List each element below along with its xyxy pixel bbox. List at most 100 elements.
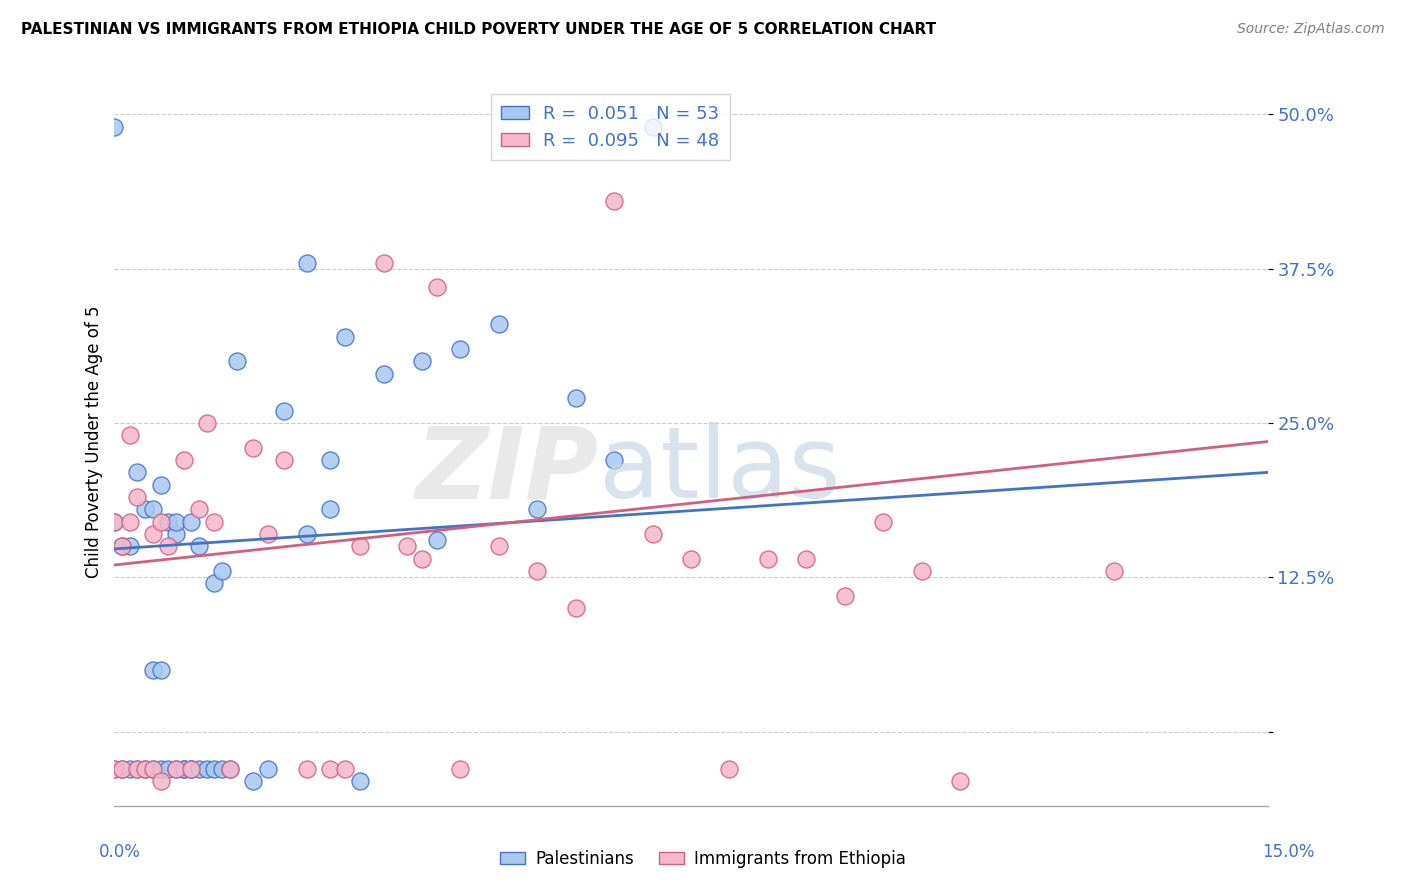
Point — [949, 774, 972, 789]
Point — [295, 762, 318, 776]
Text: 0.0%: 0.0% — [98, 843, 141, 861]
Point — [395, 540, 418, 554]
Point — [103, 762, 125, 776]
Legend: R =  0.051   N = 53, R =  0.095   N = 48: R = 0.051 N = 53, R = 0.095 N = 48 — [491, 94, 730, 161]
Point — [103, 762, 125, 776]
Point — [218, 762, 240, 776]
Y-axis label: Child Poverty Under the Age of 5: Child Poverty Under the Age of 5 — [86, 305, 103, 578]
Point — [796, 551, 818, 566]
Point — [188, 762, 211, 776]
Point — [149, 762, 172, 776]
Point — [641, 120, 664, 134]
Point — [165, 527, 187, 541]
Point — [449, 342, 471, 356]
Point — [165, 515, 187, 529]
Point — [242, 441, 264, 455]
Point — [411, 354, 433, 368]
Text: PALESTINIAN VS IMMIGRANTS FROM ETHIOPIA CHILD POVERTY UNDER THE AGE OF 5 CORRELA: PALESTINIAN VS IMMIGRANTS FROM ETHIOPIA … — [21, 22, 936, 37]
Point — [318, 762, 340, 776]
Point — [1102, 564, 1125, 578]
Point — [142, 762, 165, 776]
Point — [173, 762, 195, 776]
Point — [756, 551, 779, 566]
Point — [173, 453, 195, 467]
Point — [349, 540, 371, 554]
Point — [449, 762, 471, 776]
Point — [202, 576, 225, 591]
Point — [188, 502, 211, 516]
Point — [180, 762, 202, 776]
Point — [679, 551, 702, 566]
Point — [180, 515, 202, 529]
Point — [180, 762, 202, 776]
Point — [242, 774, 264, 789]
Point — [226, 354, 249, 368]
Point — [603, 453, 626, 467]
Point — [118, 515, 141, 529]
Point — [165, 762, 187, 776]
Point — [142, 527, 165, 541]
Point — [603, 194, 626, 208]
Point — [127, 466, 149, 480]
Point — [295, 255, 318, 269]
Point — [526, 564, 548, 578]
Point — [103, 515, 125, 529]
Point — [149, 477, 172, 491]
Point — [134, 762, 156, 776]
Point — [111, 762, 134, 776]
Point — [149, 515, 172, 529]
Point — [134, 502, 156, 516]
Text: atlas: atlas — [599, 422, 841, 519]
Point — [111, 540, 134, 554]
Point — [718, 762, 741, 776]
Point — [273, 453, 295, 467]
Point — [349, 774, 371, 789]
Point — [273, 403, 295, 417]
Point — [295, 527, 318, 541]
Point — [157, 515, 180, 529]
Point — [103, 120, 125, 134]
Point — [257, 762, 280, 776]
Point — [149, 774, 172, 789]
Point — [564, 601, 586, 615]
Point — [426, 280, 449, 294]
Point — [118, 428, 141, 442]
Point — [257, 527, 280, 541]
Point — [333, 329, 356, 343]
Point — [318, 453, 340, 467]
Point — [111, 762, 134, 776]
Point — [373, 255, 395, 269]
Point — [111, 540, 134, 554]
Point — [526, 502, 548, 516]
Point — [211, 564, 233, 578]
Point — [318, 502, 340, 516]
Point — [127, 762, 149, 776]
Point — [165, 762, 187, 776]
Point — [195, 762, 218, 776]
Point — [134, 762, 156, 776]
Point — [202, 762, 225, 776]
Point — [142, 502, 165, 516]
Point — [218, 762, 240, 776]
Point — [180, 762, 202, 776]
Point — [211, 762, 233, 776]
Point — [188, 540, 211, 554]
Text: Source: ZipAtlas.com: Source: ZipAtlas.com — [1237, 22, 1385, 37]
Point — [488, 540, 510, 554]
Point — [426, 533, 449, 548]
Point — [142, 762, 165, 776]
Point — [488, 318, 510, 332]
Point — [157, 540, 180, 554]
Point — [195, 416, 218, 430]
Point — [118, 540, 141, 554]
Point — [411, 551, 433, 566]
Point — [202, 515, 225, 529]
Point — [564, 392, 586, 406]
Text: ZIP: ZIP — [416, 422, 599, 519]
Point — [149, 663, 172, 677]
Point — [173, 762, 195, 776]
Point — [333, 762, 356, 776]
Legend: Palestinians, Immigrants from Ethiopia: Palestinians, Immigrants from Ethiopia — [494, 844, 912, 875]
Point — [834, 589, 856, 603]
Point — [127, 490, 149, 504]
